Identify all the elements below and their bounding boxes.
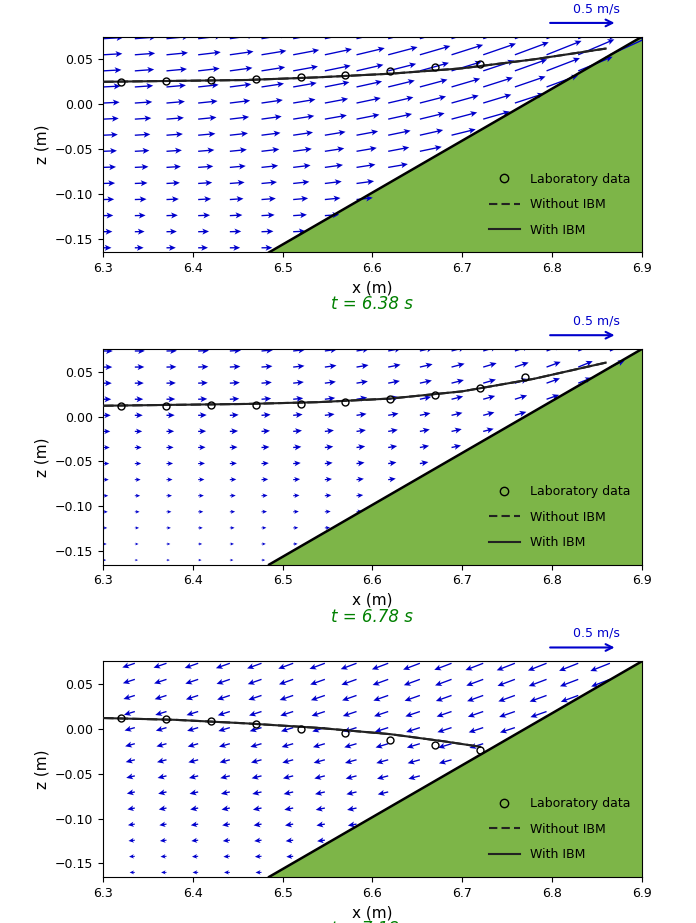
Legend: Laboratory data, Without IBM, With IBM: Laboratory data, Without IBM, With IBM <box>484 792 635 867</box>
Legend: Laboratory data, Without IBM, With IBM: Laboratory data, Without IBM, With IBM <box>484 480 635 554</box>
Text: t = 7.18 s: t = 7.18 s <box>331 920 413 923</box>
Y-axis label: z (m): z (m) <box>34 749 49 789</box>
X-axis label: x (m): x (m) <box>352 905 393 920</box>
X-axis label: x (m): x (m) <box>352 593 393 608</box>
Polygon shape <box>269 37 642 252</box>
Text: 0.5 m/s: 0.5 m/s <box>574 627 620 640</box>
Y-axis label: z (m): z (m) <box>34 125 49 164</box>
Polygon shape <box>269 662 642 877</box>
Text: t = 6.38 s: t = 6.38 s <box>331 295 413 314</box>
Polygon shape <box>269 349 642 565</box>
Legend: Laboratory data, Without IBM, With IBM: Laboratory data, Without IBM, With IBM <box>484 168 635 242</box>
Text: 0.5 m/s: 0.5 m/s <box>574 315 620 328</box>
X-axis label: x (m): x (m) <box>352 281 393 295</box>
Text: t = 6.78 s: t = 6.78 s <box>331 607 413 626</box>
Y-axis label: z (m): z (m) <box>34 438 49 476</box>
Text: 0.5 m/s: 0.5 m/s <box>574 3 620 16</box>
